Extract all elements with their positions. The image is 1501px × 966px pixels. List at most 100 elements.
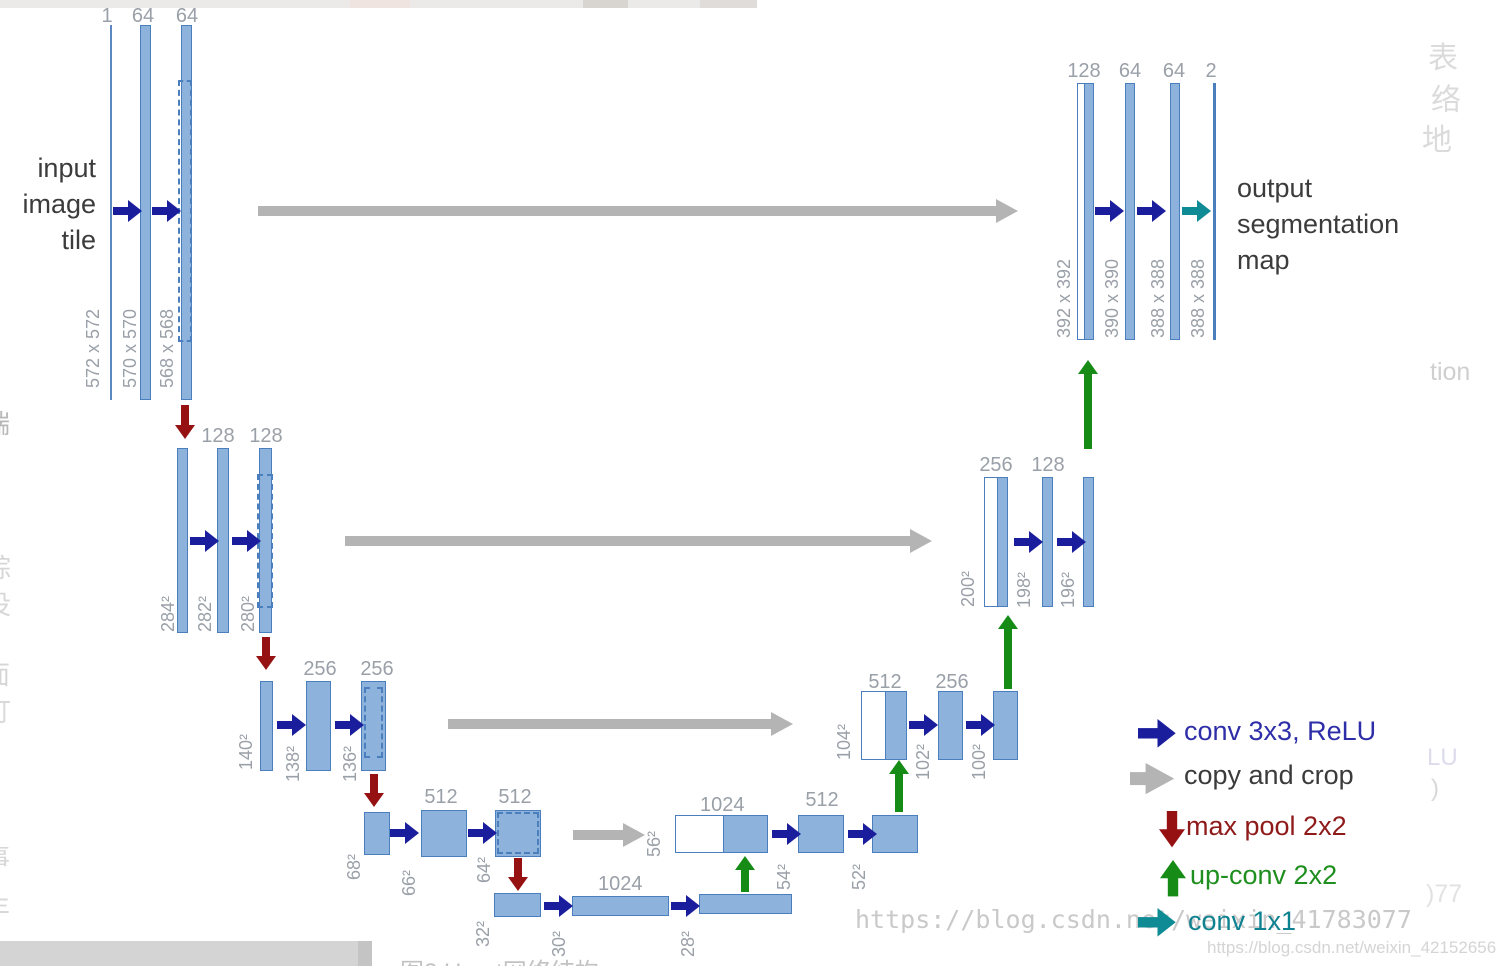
legend-copy-crop-label: copy and crop	[1184, 760, 1354, 790]
copied-feature-map	[862, 692, 885, 759]
size-label: 104²	[834, 723, 854, 760]
edge-text-fragment: 丰	[0, 888, 10, 925]
conv-arrow-icon	[232, 530, 261, 552]
feature-map-bar	[1042, 477, 1053, 607]
channel-label: 256	[303, 658, 337, 680]
feature-map-bar	[260, 681, 273, 771]
conv-arrow-icon	[277, 714, 306, 736]
size-label: 280²	[238, 595, 258, 632]
conv-arrow-icon	[1138, 719, 1176, 748]
copy-crop-arrow-icon	[573, 823, 645, 847]
channel-label: 256	[360, 658, 394, 680]
feature-map-bar	[572, 896, 669, 916]
legend-up-conv-label: up-conv 2x2	[1190, 860, 1338, 890]
concat-feature-map	[984, 477, 1008, 607]
size-label: 388 x 388	[1148, 258, 1168, 338]
edge-text-fragment: 打	[0, 692, 11, 729]
channel-label: 128	[201, 425, 235, 447]
max-pool-arrow-icon	[1159, 811, 1185, 848]
size-label: 102²	[913, 743, 933, 780]
watermark-cn-char: 络	[1431, 84, 1461, 117]
copy-crop-arrow-icon	[448, 712, 793, 736]
size-label: 284²	[158, 595, 178, 632]
edge-text-fragment: 没	[0, 585, 11, 622]
crop-region-outline	[364, 687, 383, 758]
up-conv-arrow-icon	[1078, 360, 1098, 449]
channel-label: 2	[1205, 60, 1217, 82]
size-label: 56²	[644, 830, 664, 857]
copied-feature-map	[1078, 84, 1084, 339]
upconv-feature-map	[997, 478, 1007, 606]
size-label: 196²	[1058, 571, 1078, 608]
copy-crop-arrow-icon	[345, 529, 932, 553]
feature-map-bar	[872, 815, 918, 853]
channel-label: 128	[1031, 454, 1065, 476]
feature-map-bar	[110, 25, 112, 400]
max-pool-arrow-icon	[175, 405, 195, 439]
channel-label: 128	[249, 425, 283, 447]
size-label: 572 x 572	[83, 308, 103, 388]
size-label: 200²	[958, 570, 978, 607]
size-label: 392 x 392	[1054, 258, 1074, 338]
conv-arrow-icon	[190, 530, 219, 552]
conv-arrow-icon	[335, 714, 364, 736]
watermark-text-fragment: )	[1431, 775, 1439, 802]
size-label: 568 x 568	[157, 308, 177, 388]
max-pool-arrow-icon	[508, 858, 528, 891]
size-label: 570 x 570	[120, 308, 140, 388]
feature-map-bar	[306, 681, 331, 771]
up-conv-arrow-icon	[735, 856, 755, 892]
feature-map-bar	[1170, 83, 1180, 340]
feature-map-bar	[364, 812, 390, 855]
max-pool-arrow-icon	[364, 774, 384, 807]
channel-label: 64	[175, 5, 199, 27]
bottom-toolbar-remnant	[0, 941, 372, 966]
copy-crop-arrow-icon	[258, 199, 1018, 223]
watermark-text-fragment: LU	[1427, 744, 1458, 771]
upconv-feature-map	[885, 692, 906, 759]
size-label: 32²	[473, 920, 493, 947]
copied-feature-map	[985, 478, 997, 606]
conv-arrow-icon	[1014, 531, 1043, 553]
channel-label: 1024	[700, 794, 745, 816]
feature-map-bar	[494, 893, 541, 917]
watermark-cn-char: 地	[1422, 124, 1452, 157]
edge-text-fragment: 端	[0, 404, 10, 441]
conv-arrow-icon	[113, 200, 142, 222]
conv-arrow-icon	[390, 822, 419, 844]
up-conv-arrow-icon	[998, 615, 1018, 689]
legend-conv1x1-label: conv 1x1	[1188, 906, 1297, 936]
size-label: 390 x 390	[1102, 258, 1122, 338]
channel-label: 64	[1118, 60, 1142, 82]
top-edge-photo-remnant	[700, 0, 757, 8]
edge-text-fragment: 面	[0, 655, 10, 692]
channel-label: 64	[1162, 60, 1186, 82]
conv-arrow-icon	[848, 823, 877, 845]
conv-arrow-icon	[544, 895, 573, 917]
channel-label: 512	[868, 671, 902, 693]
watermark-url-small: https://blog.csdn.net/weixin_42152656	[1207, 938, 1497, 957]
conv-arrow-icon	[1095, 200, 1124, 222]
conv-arrow-icon	[772, 823, 801, 845]
copy-crop-arrow-icon	[1130, 763, 1175, 795]
output-label: output segmentation map	[1237, 173, 1400, 275]
feature-map-bar	[798, 815, 844, 853]
feature-map-bar	[1125, 83, 1135, 340]
size-label: 28²	[678, 930, 698, 957]
size-label: 282²	[195, 595, 215, 632]
bottom-toolbar-remnant	[358, 941, 372, 966]
feature-map-bar	[938, 691, 963, 760]
crop-region-outline	[497, 812, 539, 854]
watermark-text-fragment: tion	[1430, 358, 1471, 386]
conv-arrow-icon	[1137, 200, 1166, 222]
channel-label: 128	[1067, 60, 1101, 82]
size-label: 64²	[474, 856, 494, 883]
feature-map-bar	[993, 691, 1018, 760]
concat-feature-map	[861, 691, 907, 760]
max-pool-arrow-icon	[256, 637, 276, 670]
size-label: 100²	[969, 743, 989, 780]
top-edge-photo-remnant	[350, 0, 410, 8]
size-label: 140²	[236, 733, 256, 770]
conv1x1-arrow-icon	[1138, 908, 1176, 937]
